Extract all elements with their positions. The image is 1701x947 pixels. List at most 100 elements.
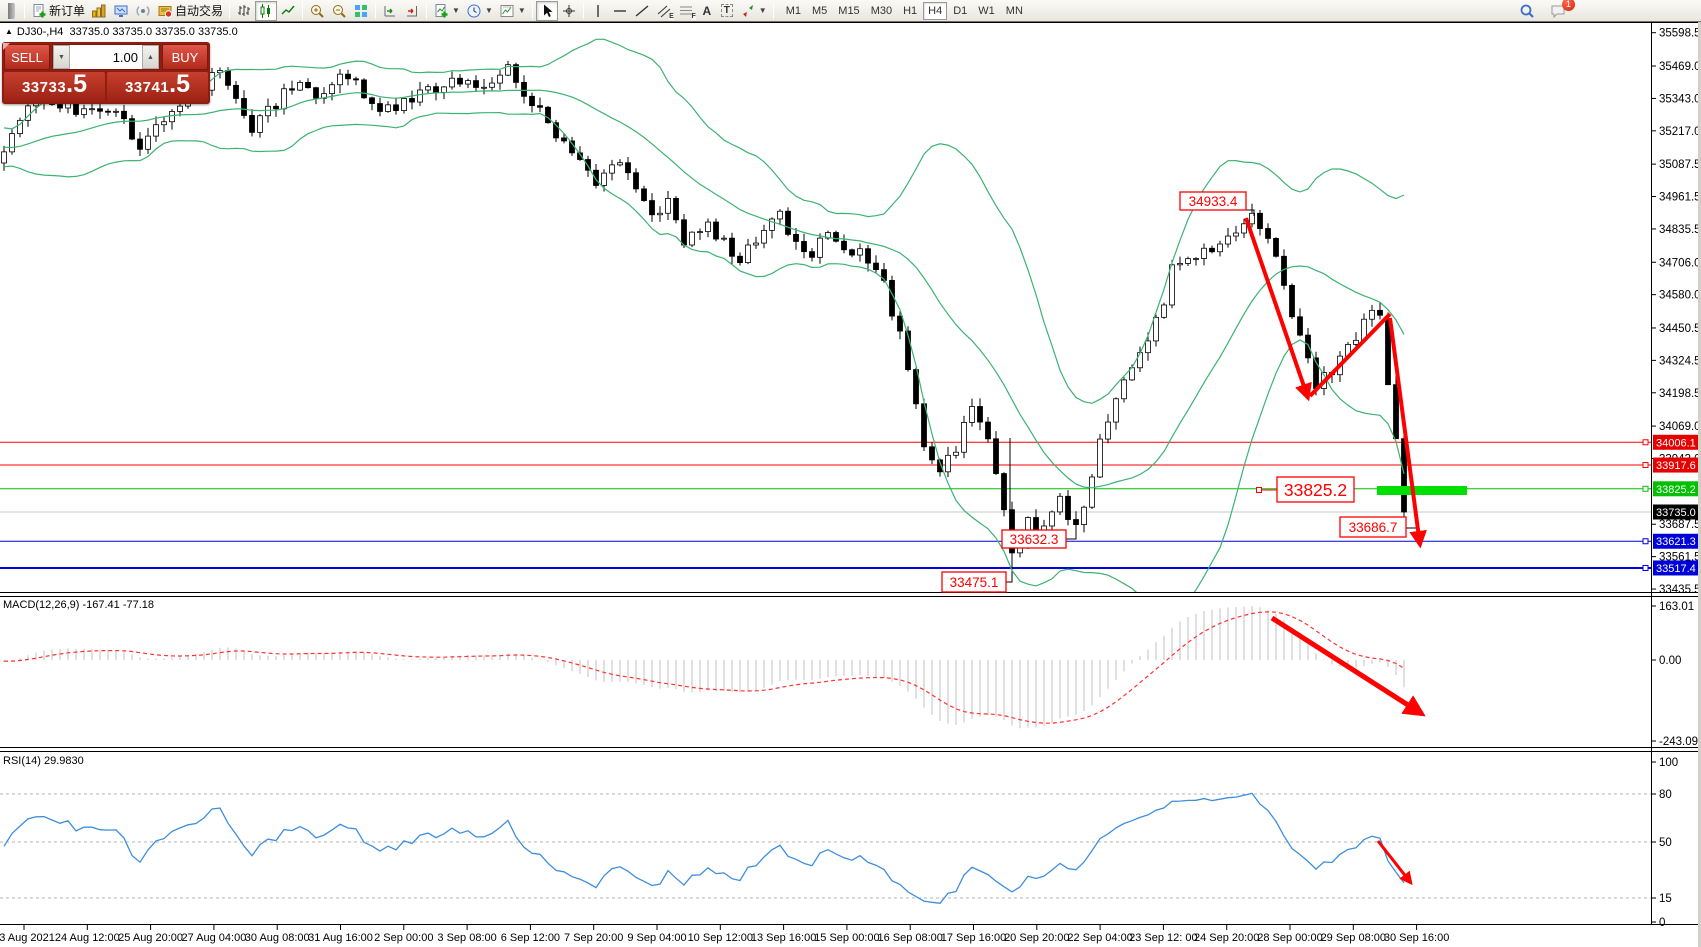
one-click-trading-panel: SELL ▼ ▲ BUY 33733.5 33741.5 — [2, 42, 210, 104]
crosshair-tool-button[interactable] — [558, 1, 580, 21]
periods-button[interactable]: ▼ — [463, 1, 496, 21]
timeframe-M1[interactable]: M1 — [785, 4, 801, 17]
sell-button[interactable]: SELL — [4, 44, 50, 70]
clipped-toolbar-icon[interactable] — [1, 1, 21, 21]
timeframe-W1[interactable]: W1 — [978, 4, 995, 17]
trend-arrow[interactable] — [1376, 840, 1413, 886]
axis-badge-33517.4 — [1653, 560, 1701, 576]
main-chart-pane[interactable] — [0, 38, 1651, 614]
time-tick-label: 31 Aug 16:00 — [308, 932, 373, 944]
trendline-tool-button[interactable] — [631, 1, 653, 21]
toolbar-separator — [302, 2, 304, 19]
timeframe-M30[interactable]: M30 — [870, 4, 893, 17]
text-tool-button[interactable]: A — [697, 1, 717, 21]
volume-decrease-button[interactable]: ▼ — [53, 45, 70, 69]
trend-arrow[interactable] — [1270, 615, 1426, 717]
notification-badge: 1 — [1562, 0, 1575, 11]
price-label-33632.3[interactable] — [1001, 529, 1067, 549]
tile-windows-button[interactable] — [350, 1, 372, 21]
bar-chart-button[interactable] — [233, 1, 255, 21]
collapse-panel-icon[interactable] — [3, 43, 10, 50]
axis-badge-34006.1 — [1653, 434, 1701, 450]
chart-annotations[interactable]: 34933.4 33825.2 33686.7 33632.3 33475.1 — [941, 191, 1467, 886]
volume-increase-button[interactable]: ▲ — [142, 45, 159, 69]
chart-template-icon — [500, 4, 514, 17]
time-tick-label: 27 Aug 04:00 — [181, 932, 246, 944]
price-tick-label: 34324.5 — [1659, 355, 1701, 367]
candlestick-chart-button[interactable] — [255, 0, 278, 21]
auto-scroll-button[interactable] — [379, 1, 401, 21]
macd-pane[interactable] — [3, 606, 1405, 729]
zoom-in-icon — [311, 4, 324, 18]
support-highlight-bar[interactable] — [1377, 486, 1467, 495]
price-label-33825.2[interactable] — [1276, 476, 1355, 503]
svg-text:0.00: 0.00 — [1659, 655, 1681, 667]
new-chart-button[interactable] — [88, 1, 110, 21]
shapes-tool-button[interactable]: ▼ — [737, 1, 770, 21]
search-button[interactable] — [1516, 1, 1538, 21]
buy-price[interactable]: 33741.5 — [107, 72, 208, 102]
indicators-button[interactable]: ▼ — [430, 1, 463, 21]
chart-shift-icon — [407, 5, 418, 16]
time-tick-label: 23 Aug 2021 — [0, 932, 55, 944]
timeframe-H1[interactable]: H1 — [903, 4, 918, 17]
timeframe-M5[interactable]: M5 — [812, 4, 828, 17]
price-label-33686.7[interactable] — [1339, 516, 1407, 538]
sell-price[interactable]: 33733.5 — [4, 72, 105, 102]
toolbar-separator — [531, 2, 533, 19]
timeframe-D1[interactable]: D1 — [953, 4, 968, 17]
svg-text:33917.6: 33917.6 — [1656, 460, 1696, 472]
fibonacci-tool-button[interactable]: F — [675, 1, 697, 21]
svg-text:33632.3: 33632.3 — [1010, 532, 1059, 547]
trend-arrow[interactable] — [1244, 217, 1312, 402]
cursor-tool-button[interactable] — [535, 0, 558, 21]
time-tick-label: 30 Aug 08:00 — [245, 932, 310, 944]
chart-title: ▲ DJ30-,H4 33735.0 33735.0 33735.0 33735.… — [5, 26, 238, 38]
trend-arrow[interactable] — [1308, 312, 1392, 398]
signals-button[interactable] — [132, 1, 154, 21]
price-tick-label: 33435.5 — [1659, 584, 1701, 596]
new-order-label: 新订单 — [49, 4, 86, 18]
chart-shift-button[interactable] — [401, 1, 423, 21]
time-tick-label: 30 Sep 16:00 — [1384, 932, 1449, 944]
templates-button[interactable]: ▼ — [496, 1, 529, 21]
rsi-pane[interactable] — [0, 792, 1651, 904]
time-tick-label: 16 Sep 08:00 — [877, 932, 942, 944]
timeframe-MN[interactable]: MN — [1005, 4, 1023, 17]
timeframe-M15[interactable]: M15 — [838, 4, 860, 17]
toolbar-separator — [24, 2, 25, 19]
trend-arrow[interactable] — [1388, 317, 1427, 549]
buy-button[interactable]: BUY — [162, 44, 208, 70]
text-tool-icon: A — [702, 3, 712, 18]
profiles-button[interactable] — [110, 1, 132, 21]
line-chart-button[interactable] — [277, 1, 299, 21]
volume-input[interactable] — [70, 45, 142, 69]
vertical-line-tool-button[interactable] — [587, 1, 609, 21]
timeframe-H4[interactable]: H4 — [923, 1, 948, 20]
bar-chart-icon — [238, 4, 251, 16]
toolbar-separator — [582, 2, 584, 19]
notifications-button[interactable]: 1 — [1547, 0, 1575, 21]
price-tick-label: 33687.5 — [1659, 519, 1701, 531]
label-tool-button[interactable]: T — [717, 1, 737, 21]
axis-badge-33621.3 — [1653, 533, 1701, 549]
price-tick-label: 34580.0 — [1659, 290, 1701, 302]
dropdown-arrow-icon: ▼ — [758, 5, 767, 15]
horizontal-line-tool-button[interactable] — [609, 1, 631, 21]
toolbar-right-icons: 1 — [1516, 0, 1575, 21]
zoom-out-button[interactable] — [328, 1, 350, 21]
price-label-33475.1[interactable] — [941, 571, 1007, 593]
zoom-in-button[interactable] — [306, 1, 328, 21]
new-order-button[interactable]: 新订单 — [28, 1, 88, 21]
price-label-34933.4[interactable] — [1179, 191, 1247, 211]
svg-text:33825.2: 33825.2 — [1284, 480, 1347, 500]
time-tick-label: 3 Sep 08:00 — [437, 932, 496, 944]
svg-text:34006.1: 34006.1 — [1656, 437, 1696, 449]
buy-price-int: 33741 — [124, 79, 170, 96]
price-axis[interactable]: 35598.5 35469.0 35343.0 35217.0 35087.5 34961… — [1642, 28, 1701, 929]
gold-bars-icon — [92, 4, 106, 17]
channel-tool-button[interactable]: E — [653, 1, 675, 21]
auto-trading-button[interactable]: 自动交易 — [154, 1, 226, 21]
